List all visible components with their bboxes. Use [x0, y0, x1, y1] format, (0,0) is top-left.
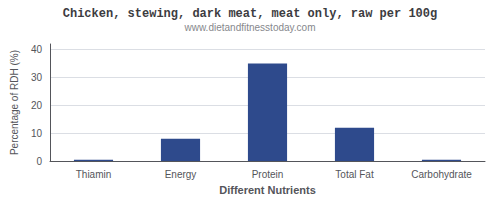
svg-text:Energy: Energy — [165, 169, 197, 180]
svg-text:Carbohydrate: Carbohydrate — [411, 169, 472, 180]
svg-text:30: 30 — [31, 72, 43, 83]
svg-text:Thiamin: Thiamin — [76, 169, 112, 180]
svg-text:20: 20 — [31, 100, 43, 111]
svg-text:Total Fat: Total Fat — [335, 169, 374, 180]
svg-text:www.dietandfitnesstoday.com: www.dietandfitnesstoday.com — [184, 22, 316, 33]
svg-text:10: 10 — [31, 128, 43, 139]
svg-text:Different Nutrients: Different Nutrients — [219, 184, 316, 196]
svg-text:Percentage of RDH (%): Percentage of RDH (%) — [9, 50, 20, 155]
svg-text:0: 0 — [36, 156, 42, 167]
svg-text:Protein: Protein — [252, 169, 284, 180]
svg-text:Chicken, stewing, dark meat, m: Chicken, stewing, dark meat, meat only, … — [63, 7, 437, 21]
svg-text:40: 40 — [31, 44, 43, 55]
